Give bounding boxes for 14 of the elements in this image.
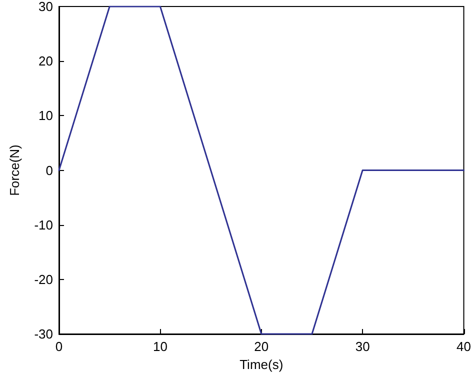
y-tick-label: 30 [38, 0, 53, 14]
y-tick-label: 0 [46, 162, 53, 178]
x-tick-label: 10 [152, 339, 168, 354]
y-tick-label: 20 [38, 54, 53, 69]
x-tick-label: 20 [254, 339, 269, 354]
y-tick-label: -30 [34, 326, 53, 342]
x-tick-label: 40 [456, 339, 472, 354]
x-tick-label: 0 [55, 339, 63, 354]
x-tick-label: 30 [355, 339, 370, 354]
y-tick-label: 10 [38, 108, 53, 124]
x-axis-title: Time(s) [240, 356, 284, 372]
y-axis-title: Force(N) [7, 144, 22, 196]
y-tick-label: -10 [34, 217, 53, 232]
y-tick-label: -20 [34, 272, 53, 287]
